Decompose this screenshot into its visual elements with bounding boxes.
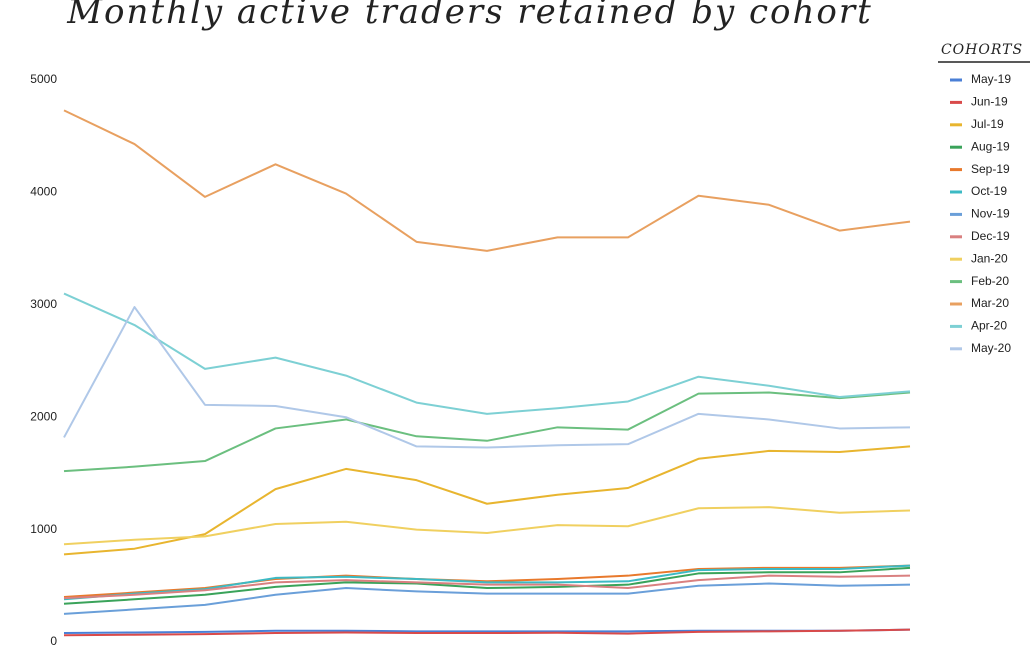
legend-label: Sep-19 xyxy=(971,162,1010,176)
series-line xyxy=(63,445,911,556)
y-tick-label: 1000 xyxy=(30,522,57,536)
series-line xyxy=(63,306,911,449)
chart-title: Monthly active traders retained by cohor… xyxy=(66,0,873,32)
y-tick-label: 3000 xyxy=(30,297,57,311)
legend-label: Mar-20 xyxy=(971,296,1009,310)
legend-label: Feb-20 xyxy=(971,274,1009,288)
legend-label: Jul-19 xyxy=(971,117,1004,131)
series-line xyxy=(63,628,911,637)
series-line xyxy=(63,391,911,473)
series-line xyxy=(63,564,911,601)
series-line xyxy=(63,506,911,546)
y-tick-label: 0 xyxy=(50,634,57,648)
legend-title: COHORTS xyxy=(941,42,1023,58)
series-line xyxy=(63,582,911,615)
series-line xyxy=(63,292,911,415)
series-line xyxy=(63,566,911,605)
y-tick-label: 4000 xyxy=(30,185,57,199)
legend-label: May-19 xyxy=(971,72,1011,86)
y-tick-label: 2000 xyxy=(30,409,57,423)
y-tick-label: 5000 xyxy=(30,72,57,86)
legend-label: Oct-19 xyxy=(971,184,1007,198)
legend-label: Nov-19 xyxy=(971,207,1010,221)
legend-label: Aug-19 xyxy=(971,139,1010,153)
series-line xyxy=(63,574,911,600)
legend-label: May-20 xyxy=(971,341,1011,355)
legend-label: Jun-19 xyxy=(971,95,1008,109)
legend-label: Jan-20 xyxy=(971,251,1008,265)
series-line xyxy=(63,564,911,599)
legend-label: Dec-19 xyxy=(971,229,1010,243)
series-line xyxy=(63,109,911,252)
legend-label: Apr-20 xyxy=(971,319,1007,333)
